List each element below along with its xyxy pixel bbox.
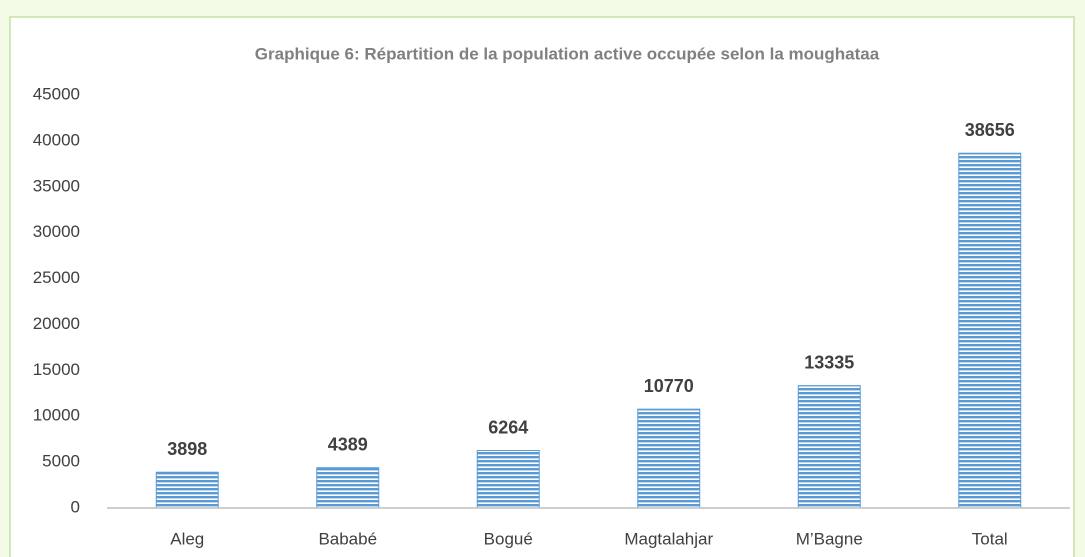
value-label: 10770 (644, 376, 694, 396)
bar (316, 467, 380, 509)
x-tick-label: Total (972, 529, 1008, 548)
value-label: 13335 (804, 352, 854, 372)
bar (958, 152, 1022, 509)
y-tick-label: 45000 (33, 84, 80, 103)
chart-area (9, 16, 1075, 557)
value-label: 6264 (488, 417, 528, 437)
value-label: 3898 (167, 439, 207, 459)
bar (155, 471, 219, 509)
y-tick-label: 40000 (33, 130, 80, 149)
y-tick-label: 30000 (33, 222, 80, 241)
y-tick-label: 5000 (42, 452, 80, 471)
y-tick-label: 25000 (33, 268, 80, 287)
value-label: 38656 (965, 120, 1015, 140)
x-tick-label: Aleg (170, 529, 204, 548)
x-tick-label: M’Bagne (796, 529, 863, 548)
value-label: 4389 (328, 434, 368, 454)
x-tick-label: Magtalahjar (624, 529, 713, 548)
x-tick-label: Bababé (318, 529, 377, 548)
y-tick-label: 35000 (33, 176, 80, 195)
bar (797, 385, 861, 509)
y-tick-label: 15000 (33, 360, 80, 379)
y-tick-label: 10000 (33, 406, 80, 425)
x-tick-label: Bogué (484, 529, 533, 548)
y-tick-label: 0 (71, 497, 80, 516)
bar (637, 408, 701, 509)
bar (476, 450, 540, 509)
chart-title: Graphique 6: Répartition de la populatio… (255, 44, 880, 63)
y-tick-label: 20000 (33, 314, 80, 333)
